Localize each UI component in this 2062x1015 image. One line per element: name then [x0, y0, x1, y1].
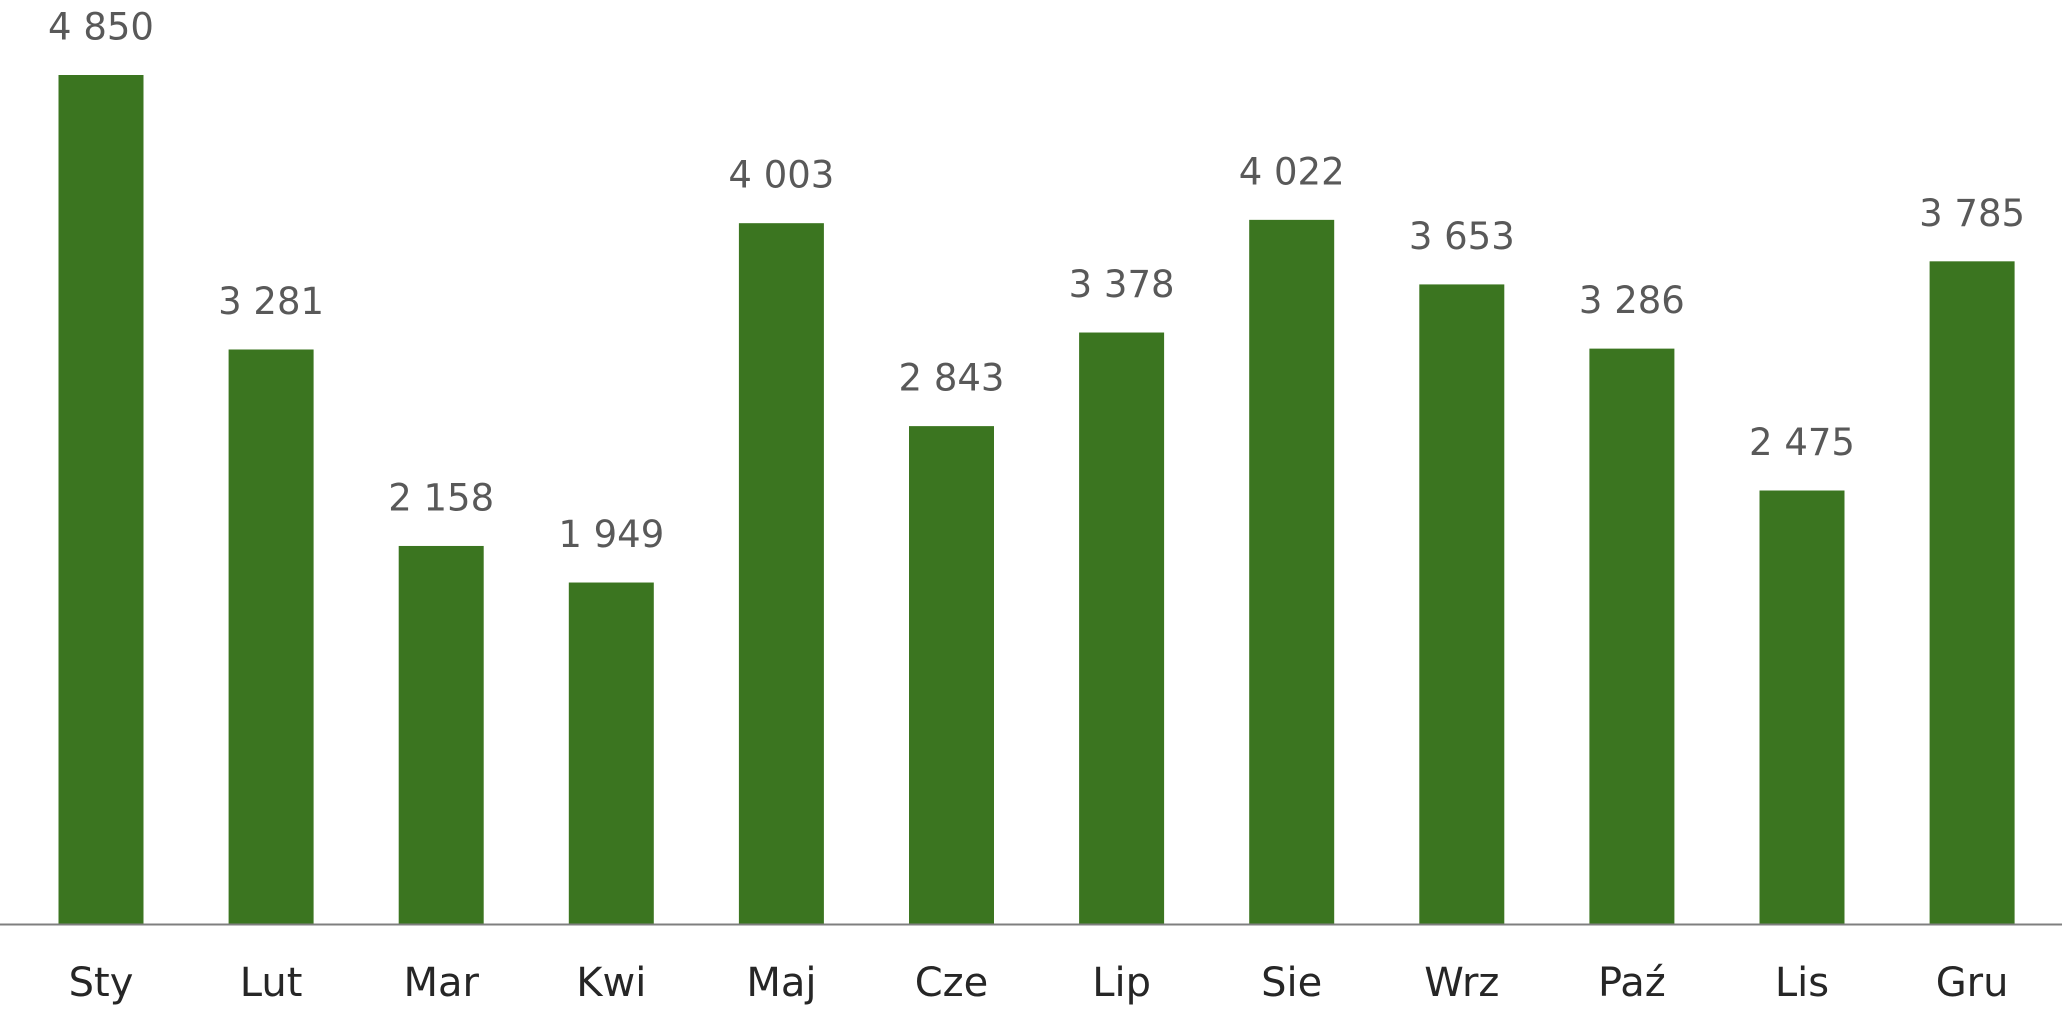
- value-label: 4 022: [1239, 150, 1345, 193]
- value-label: 3 286: [1579, 279, 1685, 322]
- x-tick-label: Lut: [240, 960, 303, 1006]
- x-tick-label: Sty: [69, 960, 134, 1006]
- x-tick-label: Paź: [1598, 960, 1666, 1006]
- bar: [909, 426, 994, 924]
- value-label: 1 949: [558, 513, 664, 556]
- x-tick-label: Wrz: [1424, 960, 1499, 1006]
- bar: [738, 223, 824, 924]
- value-label: 3 653: [1409, 215, 1515, 258]
- x-tick-label: Maj: [746, 960, 816, 1006]
- value-label: 2 843: [899, 357, 1005, 400]
- x-tick-label: Sie: [1261, 960, 1322, 1006]
- value-label: 4 003: [728, 154, 834, 197]
- bar: [398, 545, 484, 924]
- x-tick-label: Cze: [915, 960, 989, 1006]
- bar: [1929, 261, 2015, 924]
- bar: [1079, 332, 1165, 924]
- x-tick-label: Gru: [1936, 960, 2009, 1006]
- x-tick-label: Lip: [1092, 960, 1151, 1006]
- bar: [1589, 348, 1675, 924]
- x-tick-label: Mar: [403, 960, 479, 1006]
- bar: [1249, 219, 1335, 924]
- bar: [1759, 490, 1845, 924]
- value-label: 2 475: [1749, 421, 1855, 464]
- x-tick-label: Lis: [1775, 960, 1829, 1006]
- value-label: 2 158: [388, 476, 494, 519]
- x-tick-label: Kwi: [576, 960, 646, 1006]
- bar: [568, 582, 654, 924]
- value-label: 3 785: [1919, 192, 2025, 235]
- value-label: 3 378: [1069, 263, 1175, 306]
- bar: [58, 75, 144, 924]
- value-label: 4 850: [48, 6, 154, 49]
- bar: [1419, 284, 1505, 924]
- bar: [228, 349, 314, 924]
- value-label: 3 281: [218, 280, 324, 323]
